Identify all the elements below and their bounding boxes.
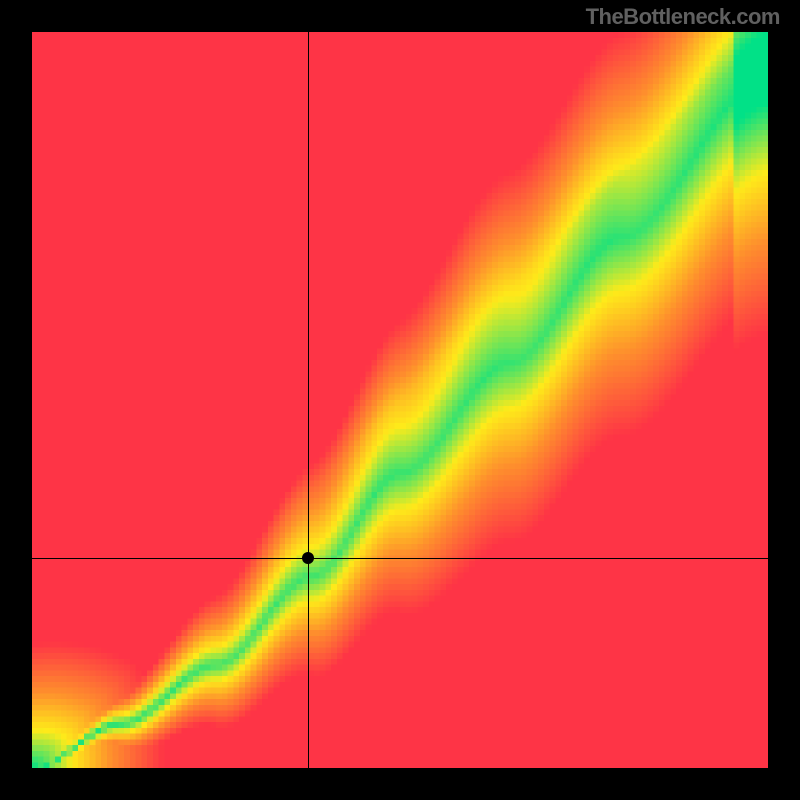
crosshair-horizontal [32,558,768,559]
watermark-text: TheBottleneck.com [586,4,780,30]
chart-frame: TheBottleneck.com [0,0,800,800]
heatmap-canvas [32,32,768,768]
target-marker[interactable] [302,552,314,564]
crosshair-vertical [308,32,309,768]
